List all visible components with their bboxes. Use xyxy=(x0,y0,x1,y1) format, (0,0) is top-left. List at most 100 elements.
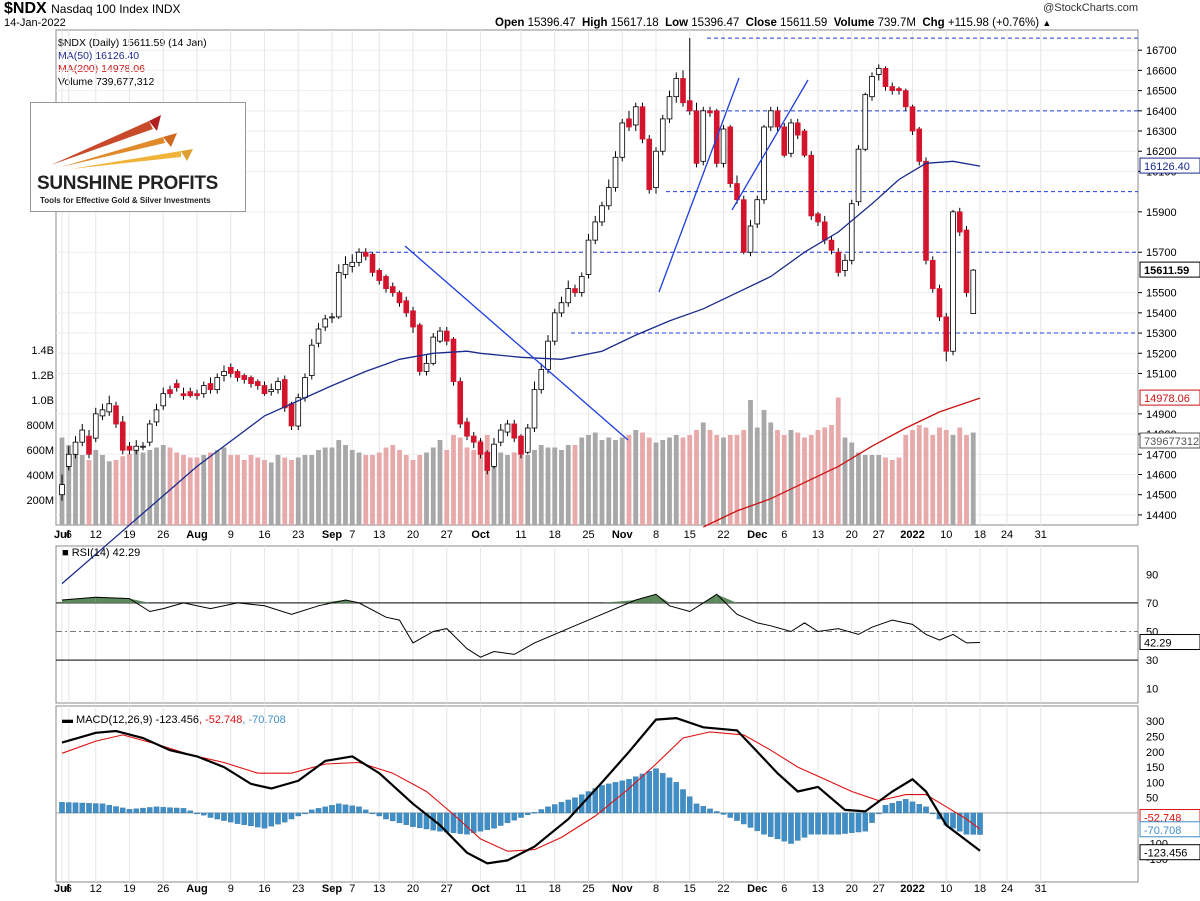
volume-bar xyxy=(491,450,497,525)
candle-body xyxy=(707,110,713,114)
macd-histogram-bar xyxy=(963,812,970,835)
candle-body xyxy=(140,445,146,448)
x-tick-label: 19 xyxy=(123,883,135,895)
macd-histogram-bar xyxy=(639,773,646,814)
candle-body xyxy=(808,154,815,217)
volume-bar xyxy=(822,427,828,525)
macd-histogram-bar xyxy=(194,812,200,815)
candle-body xyxy=(592,221,599,241)
x-tick-label: 9 xyxy=(228,883,234,895)
price-tick-label: 16700 xyxy=(1146,45,1177,57)
volume-bar xyxy=(100,455,105,525)
macd-histogram-bar xyxy=(923,806,929,814)
macd-histogram-bar xyxy=(403,812,409,825)
x-tick-label: 11 xyxy=(515,529,526,541)
candle-body xyxy=(268,389,275,393)
close-box xyxy=(1139,261,1200,278)
volume-bar xyxy=(201,455,207,525)
volume-bar xyxy=(363,455,369,525)
macd-histogram-bar xyxy=(518,812,524,818)
macd-histogram-bar xyxy=(335,803,342,814)
macd-histogram-bar xyxy=(423,812,430,830)
macd-histogram-bar xyxy=(666,777,673,814)
macd-histogram-bar xyxy=(754,812,761,832)
x-tick-label: 22 xyxy=(717,529,729,541)
volume-bar xyxy=(403,455,409,525)
price-tick-label: 15500 xyxy=(1146,288,1177,300)
price-tick-label: 14400 xyxy=(1146,510,1177,522)
candle-body xyxy=(99,409,106,417)
candle-body xyxy=(335,272,342,318)
volume-bar xyxy=(565,445,571,525)
macd-histogram-bar xyxy=(862,812,869,832)
candle-body xyxy=(275,381,281,391)
macd-histogram-bar xyxy=(788,812,794,844)
macd-histogram-bar xyxy=(497,812,504,826)
x-tick-label: 20 xyxy=(846,883,858,895)
volume-bar xyxy=(707,430,713,525)
candle-body xyxy=(497,429,504,443)
macd-histogram-bar xyxy=(660,773,666,814)
candle-body xyxy=(693,110,700,164)
panel-frame xyxy=(55,705,1139,883)
volume-bar xyxy=(552,447,558,525)
volume-bar xyxy=(437,440,443,525)
candle-body xyxy=(916,128,923,162)
x-tick-label: 6 xyxy=(66,529,72,541)
x-tick-label: Dec xyxy=(747,883,767,895)
volume-bar xyxy=(214,450,220,525)
macd-histogram-bar xyxy=(329,805,335,814)
volume-bar xyxy=(356,452,362,525)
volume-bar xyxy=(687,435,693,525)
candle-body xyxy=(909,106,916,132)
macd-histogram-bar xyxy=(302,812,308,815)
candle-body xyxy=(106,403,113,413)
macd-histogram-bar xyxy=(768,812,774,837)
macd-label: ▬ MACD(12,26,9) -123.456, -52.748, -70.7… xyxy=(62,714,286,726)
macd-histogram-bar xyxy=(801,812,808,838)
candle-body xyxy=(754,199,761,225)
macd-histogram-bar xyxy=(876,812,882,815)
macd-histogram-bar xyxy=(376,812,382,817)
candle-body xyxy=(956,211,963,233)
x-tick-label: Sep xyxy=(322,883,342,895)
macd-histogram-bar xyxy=(295,812,301,817)
macd-histogram-bar xyxy=(275,812,281,825)
volume-bar xyxy=(903,435,909,525)
candle-body xyxy=(443,330,450,342)
macd-histogram-bar xyxy=(909,801,916,814)
close-value: 15611.59 xyxy=(1144,265,1189,277)
candle-body xyxy=(416,324,423,372)
x-tick-label: Jul xyxy=(54,529,70,541)
volume-bar xyxy=(383,447,389,525)
macd-histogram-bar xyxy=(281,812,288,823)
macd-histogram-bar xyxy=(106,804,113,814)
hist-box xyxy=(1139,821,1200,838)
macd-histogram-bar xyxy=(626,779,632,814)
candle-body xyxy=(194,393,200,397)
macd-signal-line xyxy=(61,731,981,852)
macd-histogram-bar xyxy=(633,776,639,814)
price-tick-label: 15300 xyxy=(1146,328,1177,340)
rsi-overbought-fill xyxy=(656,594,670,603)
volume-bar xyxy=(802,437,807,525)
volume-bar xyxy=(559,450,564,525)
volume-bar xyxy=(194,457,200,525)
volume-bar xyxy=(174,452,180,525)
macd-histogram-bar xyxy=(957,812,963,832)
macd-histogram-bar xyxy=(254,812,261,828)
volume-bar xyxy=(626,435,632,525)
x-tick-label: 12 xyxy=(90,529,102,541)
candle-body xyxy=(605,187,612,207)
volume-bar xyxy=(592,432,598,525)
x-tick-label: 23 xyxy=(292,529,304,541)
volume-bar xyxy=(228,455,234,525)
volume-bar xyxy=(181,455,186,525)
macd-histogram-bar xyxy=(734,812,740,821)
candle-body xyxy=(848,203,855,261)
volume-bar xyxy=(667,437,672,525)
macd-box xyxy=(1139,844,1200,861)
volume-tick-label: 1.4B xyxy=(31,345,54,357)
x-tick-label: 7 xyxy=(349,883,355,895)
